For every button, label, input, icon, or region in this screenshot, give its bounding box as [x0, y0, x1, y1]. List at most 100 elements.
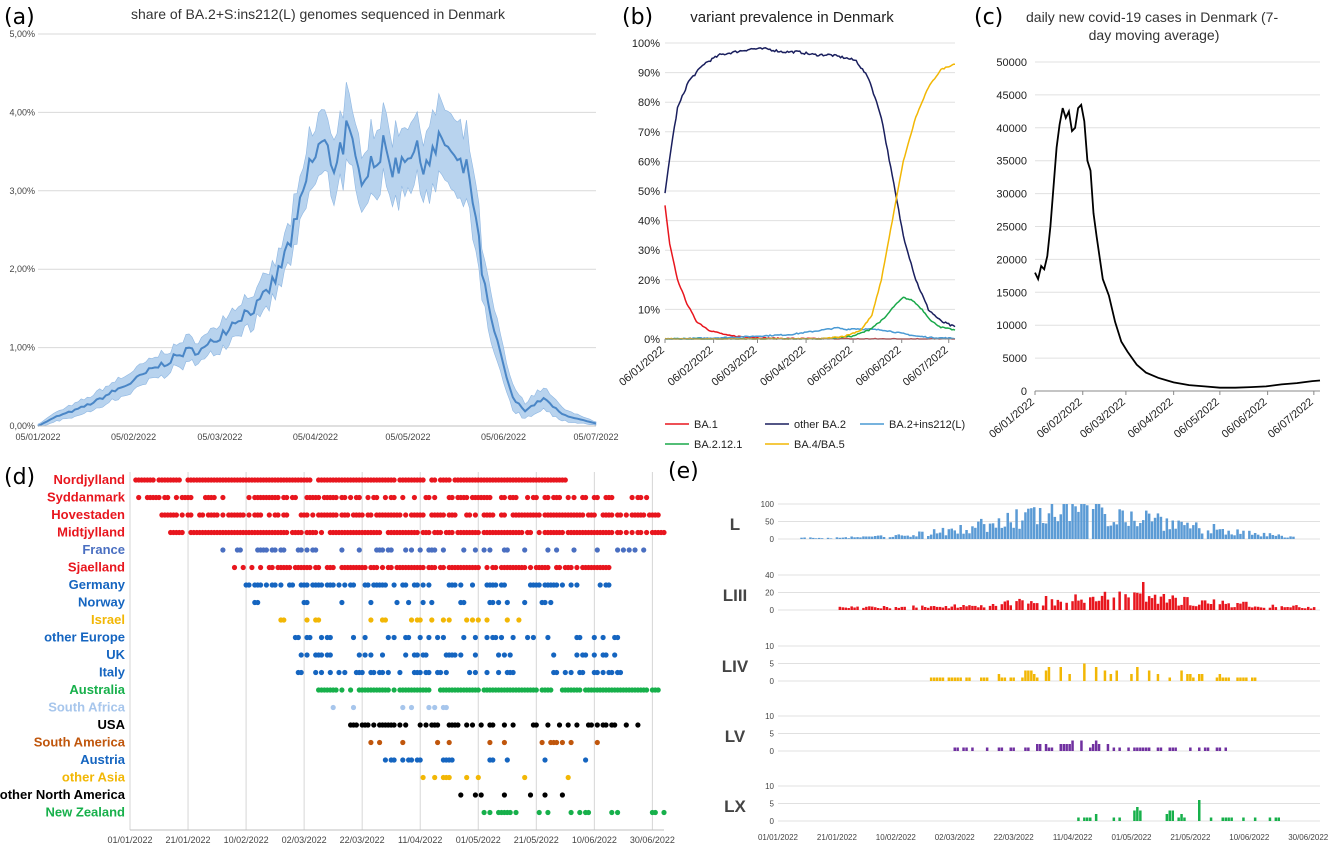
row-label: Nordjylland	[53, 472, 125, 487]
bar	[1094, 667, 1098, 681]
legend-entry: other BA.2	[794, 419, 846, 431]
bar	[838, 537, 842, 539]
y-tick-label: 20000	[996, 254, 1027, 266]
bar	[1050, 504, 1054, 539]
bar	[1262, 532, 1266, 539]
sequence-point	[644, 529, 650, 536]
bar	[1027, 603, 1030, 610]
bar	[1156, 747, 1160, 751]
x-tick-label: 06/05/2022	[1172, 396, 1222, 441]
sequence-point	[545, 722, 551, 728]
bar	[1209, 533, 1213, 539]
bar	[1215, 677, 1219, 681]
bar	[1030, 508, 1033, 539]
bar	[929, 606, 933, 610]
sequence-point	[408, 617, 415, 623]
bar	[921, 531, 924, 539]
sequence-point	[391, 687, 397, 693]
bar	[1103, 514, 1107, 539]
bar	[1139, 810, 1142, 821]
sequence-point	[487, 547, 493, 553]
bar	[1271, 604, 1275, 610]
sequence-point	[240, 512, 246, 518]
sequence-point	[231, 564, 238, 571]
sequence-point	[458, 652, 464, 658]
bar	[903, 606, 906, 610]
sequence-point	[287, 564, 293, 571]
sequence-point	[609, 512, 615, 518]
sequence-point	[432, 477, 438, 483]
bar	[1203, 600, 1207, 610]
bar	[1221, 600, 1224, 610]
bar	[1236, 529, 1239, 539]
sequence-point	[345, 512, 351, 518]
sequence-point	[571, 547, 577, 553]
sequence-point	[655, 512, 661, 518]
sequence-point	[623, 529, 629, 536]
bar	[1165, 518, 1169, 539]
bar	[1198, 674, 1201, 681]
bar	[1003, 526, 1007, 539]
sequence-point	[342, 582, 348, 588]
bar	[1198, 604, 1201, 610]
sequence-point	[522, 599, 528, 606]
bar	[1286, 537, 1289, 539]
sequence-point	[527, 529, 534, 536]
sequence-point	[278, 582, 284, 588]
sequence-point	[568, 582, 574, 588]
bar	[879, 535, 883, 539]
y-tick-label: 0	[1021, 386, 1027, 398]
bar	[932, 529, 936, 539]
bar	[1221, 529, 1224, 539]
sequence-point	[429, 617, 435, 623]
bar	[1077, 600, 1080, 610]
y-tick-label: 70%	[638, 127, 660, 139]
y-tick-label: 2,00%	[9, 264, 35, 274]
series-line-2	[664, 47, 956, 328]
row-label: France	[82, 542, 125, 557]
bar	[865, 606, 868, 610]
bar	[1009, 605, 1012, 610]
sequence-point	[467, 512, 473, 518]
sequence-point	[313, 547, 319, 553]
lineage-label: LX	[724, 797, 746, 816]
bar	[1192, 525, 1195, 539]
bar	[968, 533, 971, 539]
bar	[1251, 677, 1254, 681]
bar	[1033, 603, 1036, 610]
sequence-point	[423, 722, 429, 728]
sequence-point	[188, 512, 194, 518]
sequence-point	[490, 757, 496, 763]
bar	[1086, 817, 1089, 821]
bar	[1230, 817, 1233, 821]
bar	[1165, 602, 1169, 610]
sequence-point	[440, 617, 446, 623]
sequence-point	[469, 582, 476, 588]
sequence-point	[336, 669, 342, 676]
sequence-point	[568, 564, 574, 571]
sequence-point	[220, 512, 226, 518]
bar	[1256, 534, 1260, 539]
sequence-point	[417, 722, 423, 728]
sequence-point	[353, 722, 359, 728]
bar	[1127, 597, 1130, 610]
bar	[1295, 605, 1298, 610]
bar	[1121, 510, 1124, 539]
sequence-point	[478, 792, 484, 798]
sequence-point	[385, 634, 391, 641]
bar	[1136, 667, 1139, 681]
bar	[1044, 744, 1048, 751]
sequence-point	[461, 599, 467, 606]
bar	[1206, 530, 1210, 539]
x-tick-label: 06/02/2022	[666, 344, 716, 389]
sequence-point	[638, 494, 644, 501]
sequence-point	[475, 774, 481, 781]
bar	[1251, 607, 1254, 610]
bar	[997, 747, 1001, 751]
sequence-point	[406, 599, 412, 606]
sequence-point	[391, 477, 397, 483]
sequence-point	[348, 687, 354, 693]
bar	[1239, 533, 1242, 539]
bar	[950, 677, 953, 681]
bar	[1112, 522, 1116, 539]
